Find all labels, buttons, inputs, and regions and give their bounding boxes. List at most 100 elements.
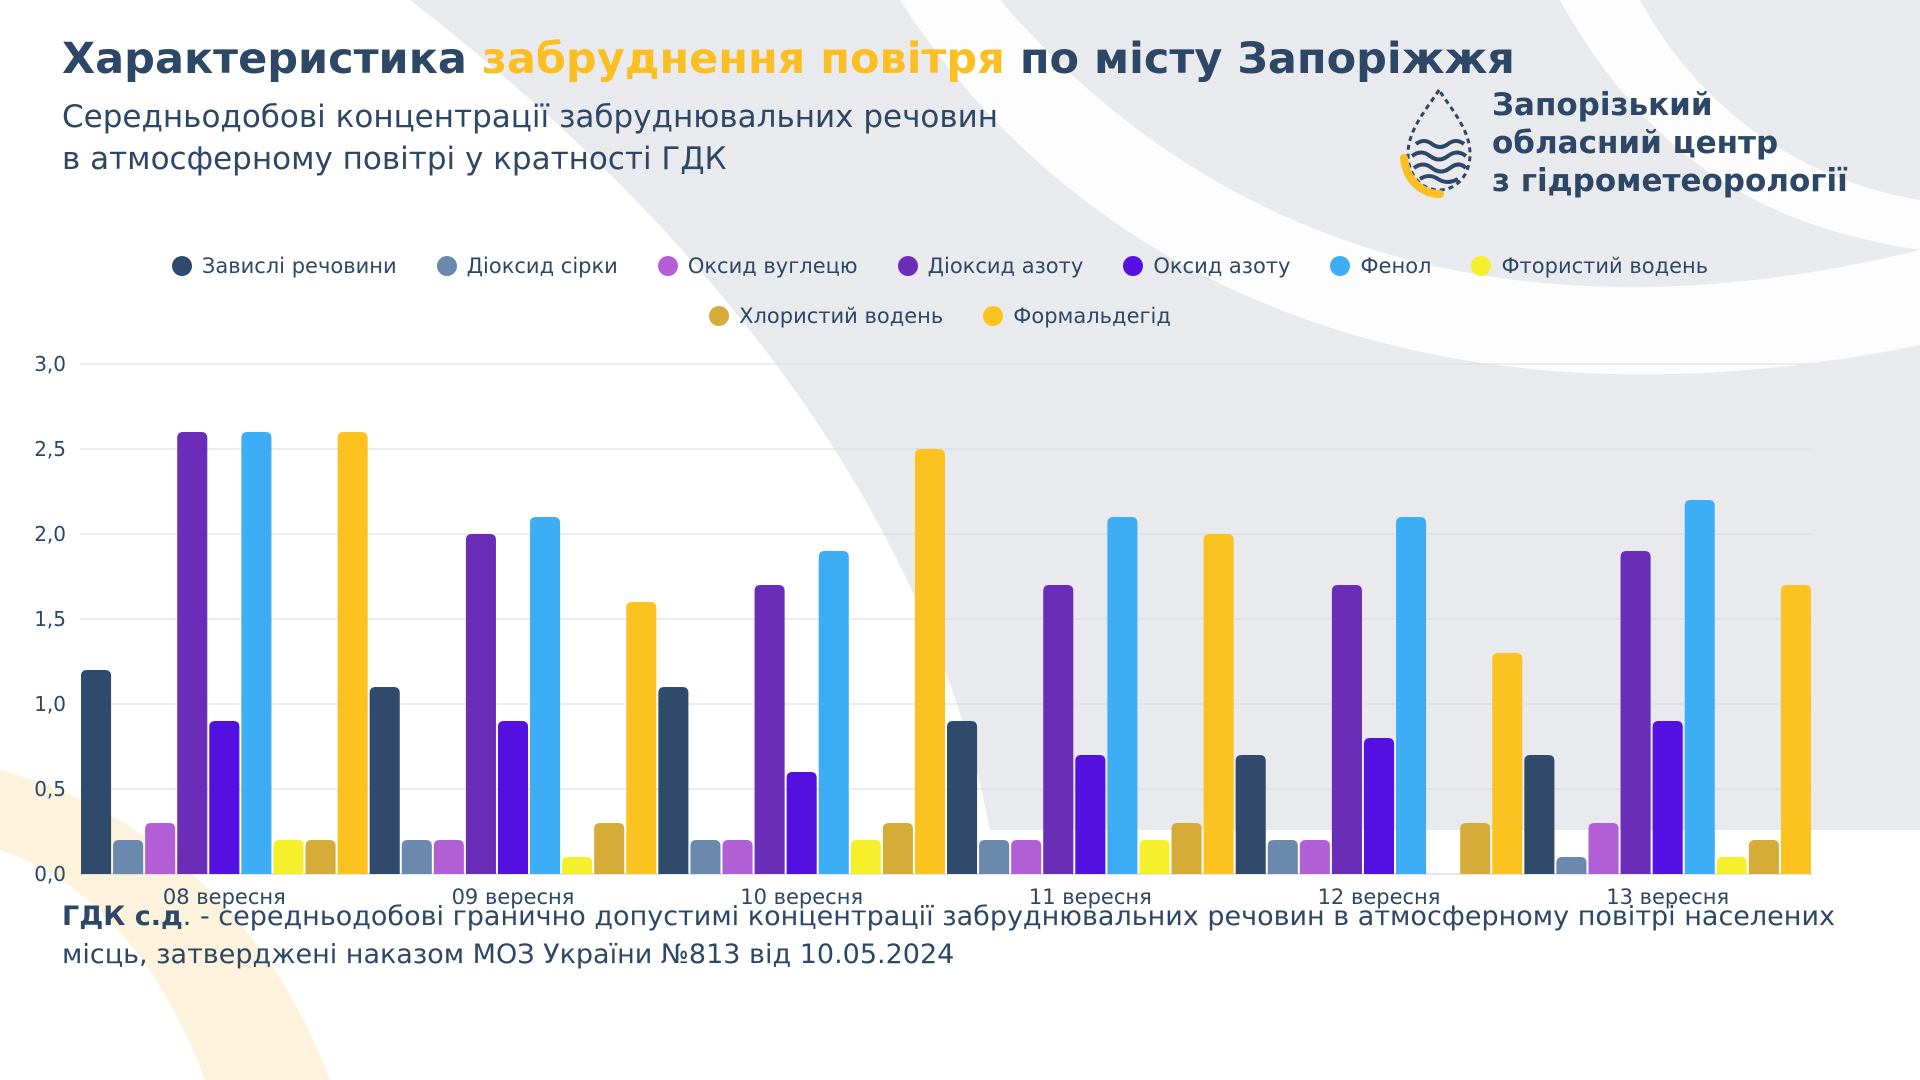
bar [882,823,913,874]
bar [1652,721,1683,874]
drop-waves-logo-icon [1400,87,1472,198]
bar [1620,551,1651,874]
bar [113,840,144,874]
subtitle-line1: Середньодобові концентрації забруднюваль… [62,99,999,135]
bar [497,721,529,874]
legend-item: Хлористий водень [709,304,943,328]
legend-label: Завислі речовини [201,254,397,278]
bar [305,840,336,874]
x-tick-label: 08 вересня [163,885,286,909]
title-highlight: забруднення повітря [481,34,1005,84]
bar [1588,823,1619,874]
bar [979,840,1010,874]
bar [1235,755,1266,874]
legend-marker [983,306,1004,326]
bar [1396,517,1427,874]
title-part1: Характеристика [62,34,467,84]
legend-marker [1330,256,1351,276]
bar [433,840,464,874]
bar [690,840,721,874]
bar [1299,840,1330,874]
footnote-text: . - середньодобові гранично допустимі ко… [62,901,1835,970]
bar [1171,823,1202,874]
x-tick-label: 11 вересня [1029,885,1152,909]
legend-item: Діоксид сірки [436,254,618,278]
chart-legend: Завислі речовини Діоксид сірки Оксид вугле… [130,254,1750,328]
bar [1331,585,1362,874]
legend-item: Оксид азоту [1123,254,1290,278]
y-tick-label: 1,5 [34,607,66,631]
bar [658,687,689,874]
legend-label: Оксид вуглецю [687,254,858,278]
bar [562,857,593,874]
org-name-line3: з гідрометеорології [1492,163,1848,199]
bar [1203,534,1234,874]
legend-marker [171,256,192,276]
bar [81,670,112,874]
y-tick-label: 0,5 [34,777,66,801]
bar [594,823,625,874]
bar [1107,517,1138,874]
bar [818,551,849,874]
bar [273,840,304,874]
bar [786,772,817,874]
bar [1556,857,1587,874]
bar [209,721,240,874]
bar [177,432,208,874]
page-subtitle: Середньодобові концентрації забруднюваль… [62,96,998,180]
legend-item: Формальдегід [983,304,1171,328]
x-tick-label: 13 вересня [1606,885,1729,909]
x-tick-label: 12 вересня [1318,885,1441,909]
legend-marker [436,256,457,276]
bar [914,449,945,874]
footnote: ГДК с.д. - середньодобові гранично допус… [62,898,1862,974]
legend-label: Оксид азоту [1153,254,1291,278]
org-name-line1: Запорізький [1492,87,1713,123]
bar [722,840,753,874]
legend-item: Завислі речовини [171,254,397,278]
bar [1716,857,1747,874]
legend-item: Фенол [1330,254,1431,278]
bar [465,534,496,874]
bar [369,687,400,874]
bar [1043,585,1074,874]
bar [1011,840,1042,874]
bar [1492,653,1523,874]
legend-item: Діоксид азоту [897,254,1084,278]
legend-label: Діоксид азоту [927,254,1084,278]
legend-item: Фтористий водень [1471,254,1708,278]
footnote-term: ГДК с.д [62,901,183,932]
legend-marker [1123,256,1144,276]
bar [1363,738,1395,874]
legend-marker [1471,256,1492,276]
legend-label: Фенол [1360,254,1432,278]
legend-marker [897,256,918,276]
bar [337,432,368,874]
y-tick-label: 1,0 [34,692,66,716]
legend-label: Фтористий водень [1501,254,1709,278]
organization-name: Запорізький обласний центр з гідрометеор… [1492,86,1848,200]
bar [241,432,272,874]
bar [1524,755,1555,874]
org-name-line2: обласний центр [1492,125,1779,161]
bar [626,602,657,874]
y-tick-label: 3,0 [34,352,66,376]
legend-label: Хлористий водень [739,304,944,328]
bar [1075,755,1106,874]
bar-chart: 0,0 0,5 1,0 1,5 2,0 2,5 3,0 08 вересня 09 вересн… [34,352,1812,909]
organization-block: Запорізький обласний центр з гідрометеор… [1400,86,1848,200]
bar [1460,823,1491,874]
page-title: Характеристика забруднення повітря по мі… [62,34,1515,84]
bar [145,823,176,874]
bar [850,840,881,874]
y-tick-label: 2,0 [34,522,66,546]
legend-item: Оксид вуглецю [657,254,858,278]
bar [401,840,432,874]
legend-label: Формальдегід [1013,304,1171,328]
bar [530,517,561,874]
subtitle-line2: в атмосферному повітрі у кратності ГДК [62,141,727,177]
bar [1748,840,1779,874]
bar [1267,840,1298,874]
bar [1780,585,1811,874]
x-tick-label: 09 вересня [452,885,575,909]
